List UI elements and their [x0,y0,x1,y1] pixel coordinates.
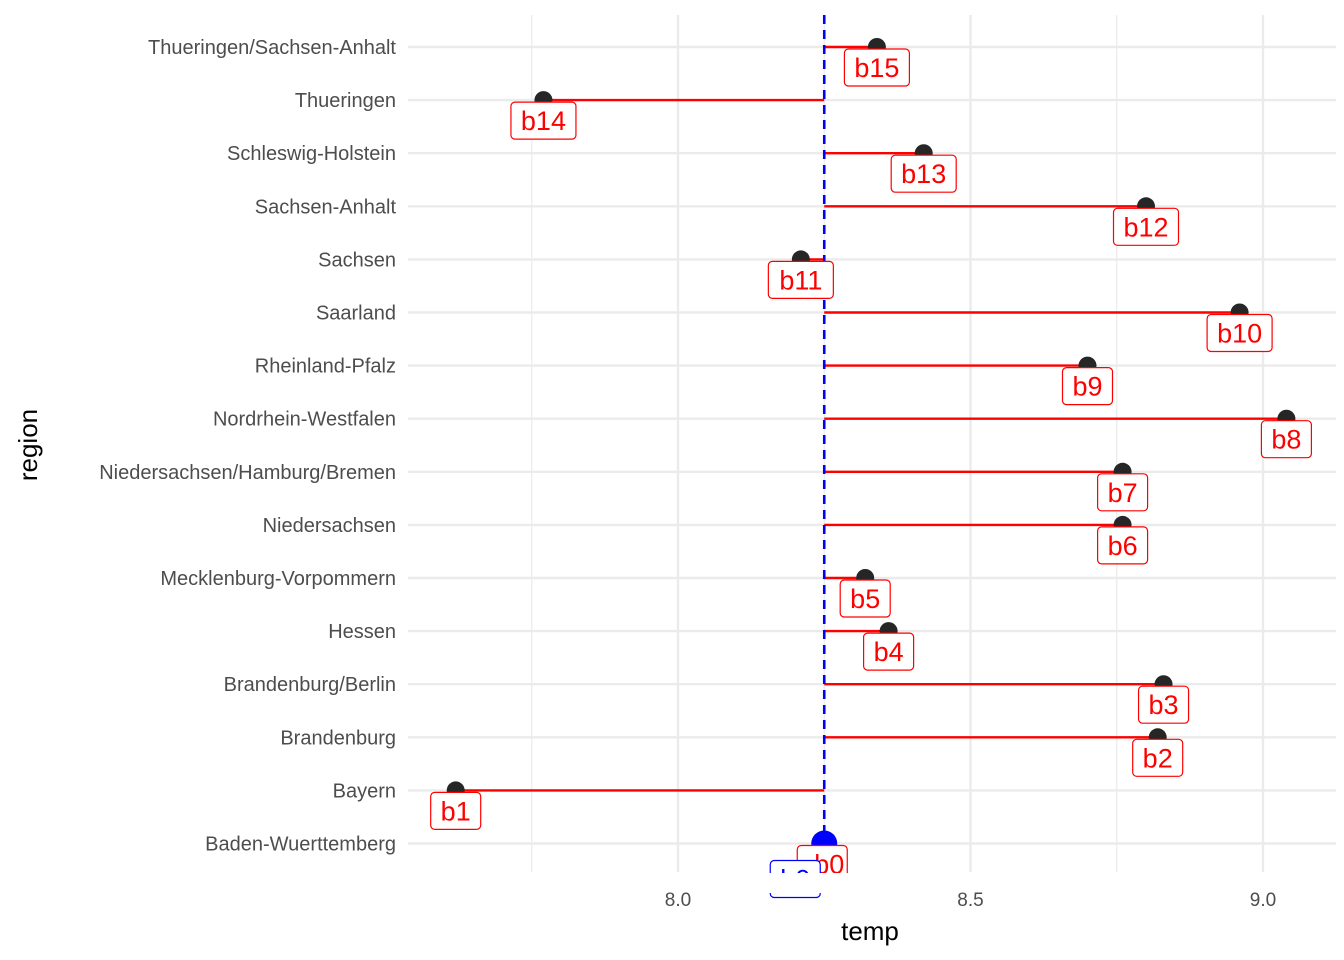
label-text: b12 [1123,212,1168,242]
label-text: b15 [854,53,899,83]
y-tick-label: Mecklenburg-Vorpommern [160,568,396,590]
y-tick-label: Schleswig-Holstein [227,143,396,165]
label-text: b3 [1149,690,1179,720]
label-box [1260,420,1313,459]
point-label: b6 [1096,526,1149,565]
label-box [1096,473,1149,512]
y-tick-label: Nordrhein-Westfalen [213,409,396,431]
y-tick-label: Brandenburg [280,727,396,749]
x-tick-label: 8.5 [957,890,983,911]
label-text: b8 [1271,425,1301,455]
label-text: b11 [779,265,822,295]
y-tick-label: Niedersachsen [263,515,396,537]
y-tick-label: Rheinland-Pfalz [255,356,396,378]
label-text: b14 [521,106,566,136]
point-label: b11 [767,260,834,299]
point-labels: b0b0b1b2b3b4b5b6b7b8b9b10b11b12b13b14b15 [430,48,1313,899]
point-label: b10 [1206,313,1273,353]
point-label: b8 [1260,420,1313,459]
x-tick-label: 8.0 [665,890,691,911]
point-label: b13 [890,154,957,193]
point-label: b7 [1096,473,1149,512]
label-box [1132,738,1184,777]
label-box [839,579,891,618]
point-label: b5 [839,579,891,618]
point-label: b3 [1137,685,1190,724]
label-text: b6 [1108,531,1138,561]
panel-clip-mask [700,873,900,893]
label-text: b2 [1143,743,1173,773]
label-box [1061,367,1114,406]
label-box [1137,685,1190,724]
label-box [890,154,957,193]
point-label: b14 [510,101,577,140]
point-label: b15 [843,48,911,87]
label-box [1096,526,1149,565]
segments [455,45,1287,792]
label-text: b9 [1072,372,1102,402]
point-label: b2 [1132,738,1184,777]
label-text: b4 [874,637,904,667]
point-label: b4 [862,632,915,671]
x-axis-tick-labels: 8.0 8.5 9.0 [665,890,1276,911]
y-tick-label: Brandenburg/Berlin [224,674,396,696]
point-label: b12 [1112,207,1180,246]
y-tick-label: Niedersachsen/Hamburg/Bremen [99,462,396,484]
y-axis-tick-labels: Baden-Wuerttemberg Bayern Brandenburg Brand… [99,37,396,856]
label-text: b5 [850,584,880,614]
y-axis-title: region [13,409,43,481]
point-label: b1 [430,791,482,831]
x-tick-label: 9.0 [1250,890,1276,911]
label-box [1112,207,1180,246]
point-label: b9 [1061,367,1114,406]
grid [408,15,1336,872]
y-tick-label: Saarland [316,303,396,325]
y-tick-label: Sachsen-Anhalt [255,196,397,218]
x-axis-title: temp [841,916,899,946]
y-tick-label: Sachsen [318,249,396,271]
label-text: b7 [1108,478,1138,508]
y-tick-label: Bayern [333,780,396,802]
y-tick-label: Thueringen/Sachsen-Anhalt [148,37,396,59]
y-tick-label: Hessen [328,621,396,643]
label-box [767,260,834,299]
label-box [862,632,915,671]
label-box [510,101,577,140]
label-text: b1 [441,796,471,826]
y-tick-label: Thueringen [295,90,396,112]
y-tick-label: Baden-Wuerttemberg [205,834,396,856]
label-box [843,48,911,87]
label-text: b13 [901,159,946,189]
label-box [430,791,482,831]
points [446,38,1296,857]
label-text: b10 [1217,319,1262,349]
label-box [1206,313,1273,353]
